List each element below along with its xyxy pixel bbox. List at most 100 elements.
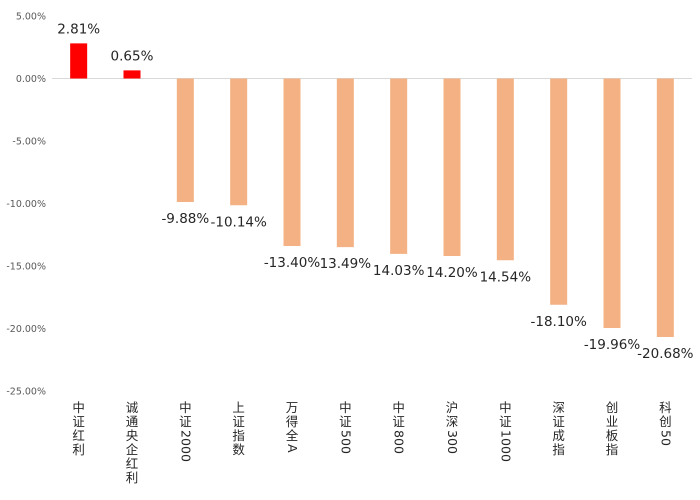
data-label: -9.88% [161, 211, 209, 227]
bar [550, 78, 568, 305]
bar [336, 78, 354, 248]
svg-text:3: 3 [445, 430, 460, 438]
svg-text:0: 0 [498, 446, 513, 454]
svg-text:深: 深 [446, 414, 459, 429]
svg-text:证: 证 [392, 414, 405, 429]
svg-text:8: 8 [392, 430, 407, 438]
svg-text:0: 0 [178, 446, 193, 454]
svg-text:0: 0 [178, 454, 193, 462]
svg-text:5: 5 [658, 430, 673, 438]
y-tick-label: -5.00% [12, 137, 46, 148]
svg-text:指: 指 [606, 442, 619, 457]
data-label: 14.54% [480, 269, 532, 285]
svg-text:中: 中 [72, 400, 85, 415]
bar [176, 78, 194, 202]
bar [70, 43, 88, 79]
svg-text:0: 0 [338, 438, 353, 446]
data-label: -19.96% [584, 337, 641, 353]
svg-text:中: 中 [339, 400, 352, 415]
y-tick-label: -15.00% [6, 262, 46, 273]
svg-text:证: 证 [499, 414, 512, 429]
svg-text:2: 2 [178, 430, 193, 438]
svg-text:5: 5 [338, 430, 353, 438]
svg-text:0: 0 [392, 438, 407, 446]
data-label: 0.65% [111, 48, 154, 64]
svg-text:业: 业 [606, 414, 619, 429]
svg-text:通: 通 [126, 414, 139, 429]
svg-text:深: 深 [552, 400, 565, 415]
svg-text:创: 创 [606, 400, 619, 415]
svg-text:全: 全 [286, 428, 299, 443]
y-tick-label: 0.00% [16, 74, 46, 85]
svg-text:红: 红 [126, 456, 139, 471]
svg-text:指: 指 [232, 428, 245, 443]
bar [230, 78, 248, 206]
y-tick-label: -10.00% [6, 199, 46, 210]
data-label: 13.49% [320, 256, 372, 272]
data-labels-layer: 2.81% 0.65% -9.88% -10.14% -13.40% 13.49% 14.0… [57, 21, 693, 362]
category-labels-layer: 中证红利诚通央企红利中证2000上证指数万得全A中证500中证800沪深300中… [72, 400, 673, 485]
bar [603, 78, 621, 328]
bar [496, 78, 514, 261]
svg-text:中: 中 [392, 400, 405, 415]
svg-text:证: 证 [232, 414, 245, 429]
svg-text:0: 0 [178, 438, 193, 446]
data-label: -20.68% [637, 346, 694, 362]
svg-text:数: 数 [232, 442, 245, 457]
svg-text:利: 利 [126, 470, 139, 485]
y-tick-label: -20.00% [6, 324, 46, 335]
svg-text:0: 0 [498, 454, 513, 462]
svg-text:证: 证 [552, 414, 565, 429]
svg-text:指: 指 [552, 442, 565, 457]
data-label: -13.40% [264, 255, 321, 271]
svg-text:A: A [285, 444, 300, 453]
svg-text:科: 科 [659, 400, 672, 415]
svg-text:万: 万 [286, 400, 299, 415]
svg-text:0: 0 [338, 446, 353, 454]
bar [283, 78, 301, 246]
svg-text:证: 证 [72, 414, 85, 429]
bar [123, 70, 141, 79]
svg-text:1: 1 [498, 430, 513, 438]
bar [390, 78, 408, 254]
svg-text:央: 央 [126, 428, 139, 443]
bars-layer [70, 43, 674, 337]
data-label: -18.10% [530, 314, 587, 330]
svg-text:0: 0 [445, 446, 460, 454]
data-label: 14.20% [426, 265, 478, 281]
svg-text:诚: 诚 [126, 400, 139, 415]
svg-text:证: 证 [179, 414, 192, 429]
svg-text:0: 0 [658, 438, 673, 446]
svg-text:中: 中 [179, 400, 192, 415]
svg-text:0: 0 [392, 446, 407, 454]
svg-text:证: 证 [339, 414, 352, 429]
svg-text:红: 红 [72, 428, 85, 443]
data-label: 2.81% [57, 21, 100, 37]
svg-text:得: 得 [286, 414, 299, 429]
svg-text:0: 0 [498, 438, 513, 446]
svg-text:企: 企 [126, 442, 139, 457]
data-label: -10.14% [210, 214, 267, 230]
y-tick-label: 5.00% [16, 12, 46, 23]
axis-layer: 5.00% 0.00% -5.00% -10.00% -15.00% -20.00% -25… [6, 12, 692, 398]
svg-text:板: 板 [606, 428, 619, 443]
svg-text:沪: 沪 [446, 400, 459, 415]
svg-text:中: 中 [499, 400, 512, 415]
svg-text:成: 成 [552, 428, 565, 443]
svg-text:上: 上 [232, 400, 245, 415]
data-label: 14.03% [373, 263, 425, 279]
